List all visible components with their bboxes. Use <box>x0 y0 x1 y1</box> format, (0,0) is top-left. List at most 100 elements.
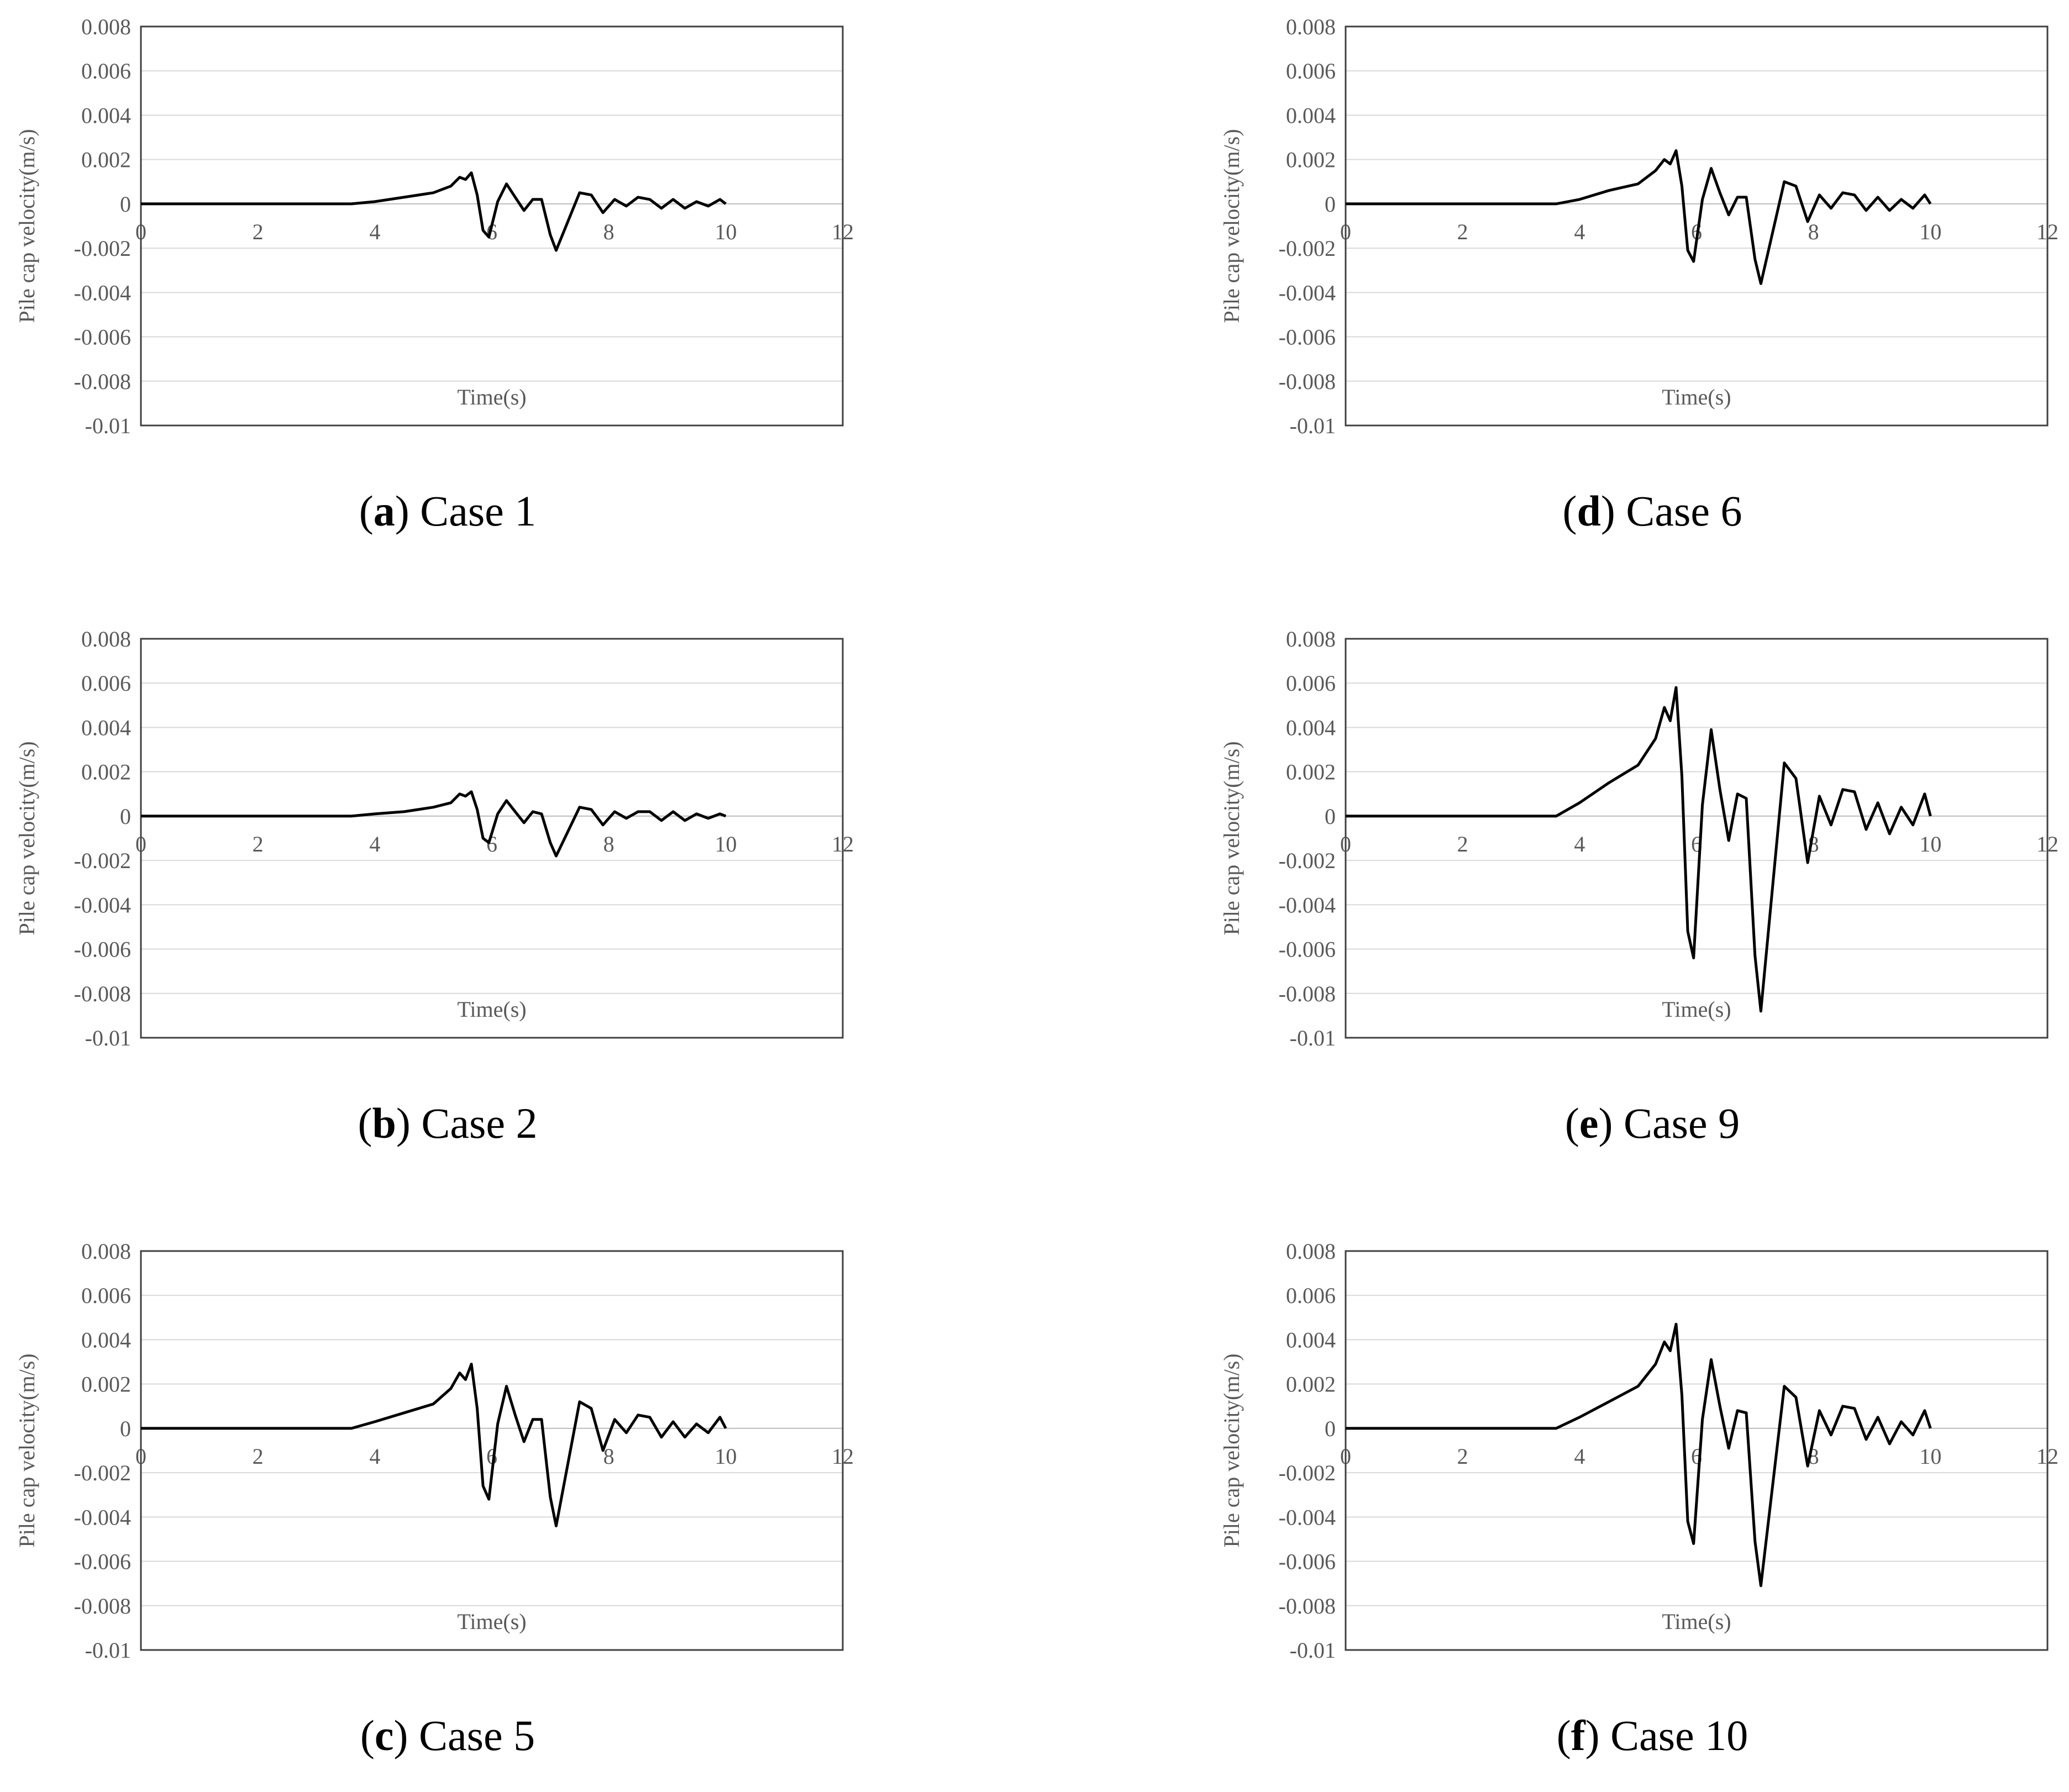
y-tick-label: -0.002 <box>1279 236 1336 261</box>
case-label: Case 10 <box>1610 1711 1748 1759</box>
y-tick-label: -0.006 <box>1279 325 1336 350</box>
y-tick-label: -0.01 <box>1290 413 1336 438</box>
chart-panel-f: 0.008 0.006 0.004 0.002 0 -0.002 -0.004 -0.006 -… <box>1205 1225 2069 1777</box>
x-tick-label: 2 <box>253 219 264 244</box>
plot-frame <box>140 638 844 1039</box>
y-tick-label: -0.01 <box>85 413 131 438</box>
y-tick-label: -0.008 <box>1279 1594 1336 1618</box>
x-axis-title: Time(s) <box>1662 997 1731 1022</box>
series-line <box>141 790 727 858</box>
y-tick-label: 0.004 <box>81 715 131 740</box>
x-tick-label: 2 <box>1457 1444 1468 1469</box>
y-tick-label: 0.004 <box>81 103 131 128</box>
y-tick-label: 0.002 <box>81 148 131 172</box>
y-tick-label: 0.002 <box>1286 148 1336 172</box>
y-tick-label: 0.002 <box>81 760 131 785</box>
x-tick-label: 4 <box>369 832 380 856</box>
x-tick-label: 8 <box>1808 219 1819 244</box>
x-tick-label: 2 <box>1457 219 1468 244</box>
chart-panel-c: 0.008 0.006 0.004 0.002 0 -0.002 -0.004 -0.006 -… <box>0 1225 884 1777</box>
y-tick-label: -0.002 <box>1279 848 1336 873</box>
case-label: Case 1 <box>420 487 537 535</box>
y-tick-label: 0.004 <box>81 1327 131 1352</box>
y-tick-label: 0 <box>120 192 131 217</box>
plot-frame <box>1345 25 2049 427</box>
x-tick-label: 4 <box>1574 219 1585 244</box>
x-tick-label: 4 <box>369 1444 380 1469</box>
plot-frame <box>1345 1250 2049 1651</box>
y-tick-label: -0.006 <box>74 1549 131 1574</box>
y-axis-title: Pile cap velocity(m/s) <box>1219 129 1244 323</box>
y-tick-label: 0.008 <box>1286 14 1336 39</box>
series-line <box>1346 686 1932 1013</box>
y-tick-label: 0 <box>120 1416 131 1441</box>
panel-letter: d <box>1577 487 1601 535</box>
case-label: Case 2 <box>421 1099 538 1147</box>
case-label: Case 6 <box>1626 487 1742 535</box>
chart-svg-a: 0.008 0.006 0.004 0.002 0 -0.002 -0.004 -0.006 -… <box>14 14 854 438</box>
y-tick-label: 0.006 <box>81 59 131 83</box>
chart-panel-d: 0.008 0.006 0.004 0.002 0 -0.002 -0.004 -0.006 -… <box>1205 0 2069 553</box>
chart-svg-f: 0.008 0.006 0.004 0.002 0 -0.002 -0.004 -0.006 -… <box>1219 1239 2059 1663</box>
y-tick-label: -0.01 <box>1290 1638 1336 1663</box>
series-line <box>1346 1322 1932 1588</box>
x-tick-label: 2 <box>253 1444 264 1469</box>
x-axis-title: Time(s) <box>457 997 526 1022</box>
x-tick-label: 10 <box>715 1444 737 1469</box>
x-tick-label: 4 <box>1574 832 1585 856</box>
y-tick-label: 0.006 <box>81 1283 131 1308</box>
chart-panel-e: 0.008 0.006 0.004 0.002 0 -0.002 -0.004 -0.006 -… <box>1205 612 2069 1165</box>
y-tick-label: 0.006 <box>81 671 131 696</box>
x-tick-label: 10 <box>1919 219 1941 244</box>
x-tick-label: 4 <box>369 219 380 244</box>
y-axis-title: Pile cap velocity(m/s) <box>14 129 39 323</box>
panel-letter: c <box>374 1711 394 1759</box>
y-tick-label: -0.004 <box>1279 280 1336 305</box>
y-tick-label: 0.006 <box>1286 1283 1336 1308</box>
y-tick-label: 0.008 <box>1286 627 1336 651</box>
y-tick-label: -0.006 <box>74 937 131 962</box>
x-axis-title: Time(s) <box>457 1609 526 1634</box>
y-tick-label: -0.006 <box>1279 937 1336 962</box>
y-tick-label: -0.004 <box>74 1505 131 1530</box>
panel-letter: b <box>372 1099 396 1147</box>
plot-frame <box>140 1250 844 1651</box>
x-tick-label: 8 <box>603 1444 615 1469</box>
y-tick-label: 0 <box>120 804 131 829</box>
y-axis-title: Pile cap velocity(m/s) <box>14 741 39 935</box>
plot-frame <box>140 25 844 427</box>
y-tick-label: 0.002 <box>1286 760 1336 785</box>
panel-letter: f <box>1571 1711 1585 1759</box>
chart-svg-b: 0.008 0.006 0.004 0.002 0 -0.002 -0.004 -0.006 -… <box>14 627 854 1050</box>
y-tick-label: -0.008 <box>74 369 131 394</box>
y-tick-label: 0 <box>1325 192 1336 217</box>
panel-caption: (b) Case 2 <box>358 1099 538 1147</box>
x-axis-title: Time(s) <box>1662 1609 1731 1634</box>
y-tick-label: -0.006 <box>1279 1549 1336 1574</box>
y-tick-label: -0.01 <box>85 1638 131 1663</box>
y-tick-label: 0 <box>1325 1416 1336 1441</box>
x-axis-title: Time(s) <box>1662 385 1731 409</box>
y-tick-label: -0.002 <box>74 1460 131 1485</box>
plot-frame <box>1345 638 2049 1039</box>
x-tick-label: 2 <box>1457 832 1468 856</box>
panel-letter: a <box>373 487 395 535</box>
panel-caption: (d) Case 6 <box>1562 487 1742 535</box>
y-axis-title: Pile cap velocity(m/s) <box>1219 1353 1244 1547</box>
y-tick-label: -0.006 <box>74 325 131 350</box>
y-tick-label: -0.004 <box>1279 892 1336 917</box>
chart-panel-a: 0.008 0.006 0.004 0.002 0 -0.002 -0.004 -0.006 -… <box>0 0 884 553</box>
y-tick-label: 0.006 <box>1286 671 1336 696</box>
y-tick-label: -0.002 <box>74 236 131 261</box>
x-axis-title: Time(s) <box>457 385 526 409</box>
y-tick-label: 0.002 <box>81 1372 131 1397</box>
x-tick-label: 10 <box>1919 832 1941 856</box>
series-line <box>1346 149 1932 285</box>
x-tick-label: 10 <box>1919 1444 1941 1469</box>
y-tick-label: 0.008 <box>1286 1239 1336 1264</box>
series-line <box>141 1363 727 1527</box>
y-tick-label: 0.008 <box>81 14 131 39</box>
x-tick-label: 8 <box>603 832 615 856</box>
y-tick-label: 0.002 <box>1286 1372 1336 1397</box>
